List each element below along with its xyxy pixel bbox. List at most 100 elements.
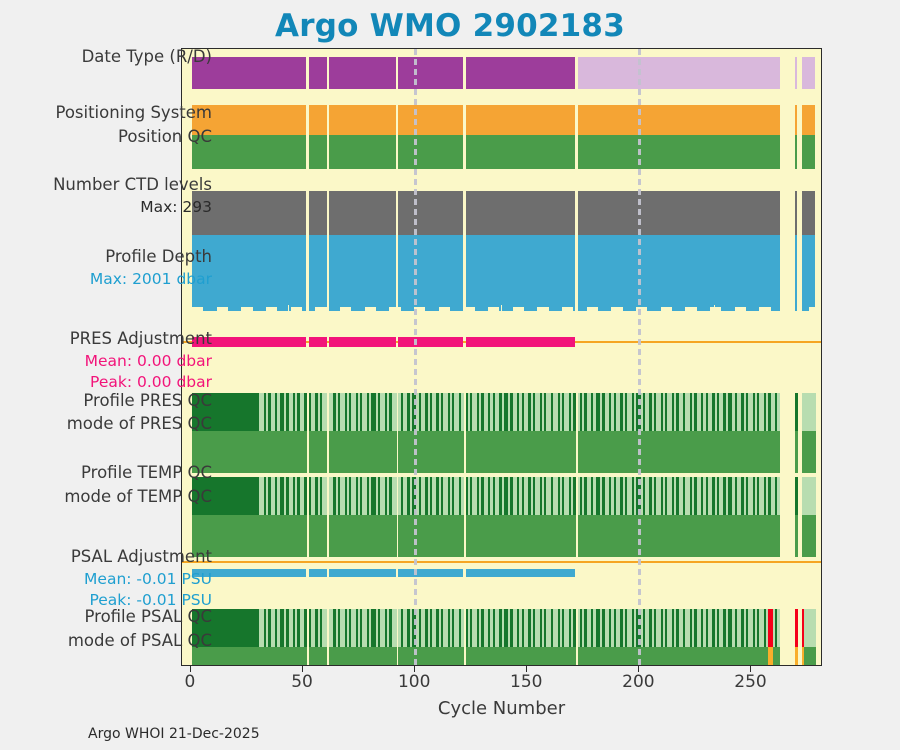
mode-of-pres-qc-bar bbox=[647, 431, 650, 473]
profile-psal-qc-bar bbox=[212, 609, 215, 647]
profile-depth-bar-tip bbox=[757, 305, 760, 311]
profile-depth-bar-tip bbox=[770, 305, 773, 311]
profile-pres-qc-bar bbox=[194, 393, 197, 431]
profile-temp-qc-bar bbox=[712, 477, 715, 515]
profile-psal-qc-bar bbox=[221, 609, 224, 647]
mode-of-temp-qc-bar bbox=[712, 515, 715, 557]
mode-of-temp-qc-bar bbox=[497, 515, 500, 557]
mode-of-temp-qc-bar bbox=[591, 515, 594, 557]
mode-of-psal-qc-bar bbox=[261, 647, 265, 665]
profile-temp-qc-bar bbox=[205, 477, 209, 515]
profile-pres-qc-bar bbox=[568, 393, 572, 431]
mode-of-psal-qc-bar bbox=[548, 647, 552, 665]
profile-depth-bar-tip bbox=[261, 305, 264, 311]
profile-pres-qc-bar bbox=[651, 393, 655, 431]
profile-depth-bar-tip bbox=[734, 305, 737, 307]
x-tick-200 bbox=[638, 666, 640, 672]
mode-of-temp-qc-bar bbox=[519, 515, 523, 557]
ctd-levels-bar bbox=[577, 191, 780, 243]
profile-depth-bar-tip bbox=[579, 305, 583, 311]
mode-of-psal-qc-bar bbox=[508, 647, 511, 665]
profile-temp-qc-bar bbox=[772, 477, 776, 515]
row-sublabel-psal_adj-1: Peak: -0.01 PSU bbox=[89, 591, 212, 609]
mode-of-pres-qc-bar bbox=[505, 431, 509, 473]
position-qc-bar bbox=[192, 135, 307, 169]
profile-psal-qc-bar bbox=[355, 609, 359, 647]
mode-of-temp-qc-bar bbox=[716, 515, 720, 557]
profile-temp-qc-bar bbox=[286, 477, 289, 515]
profile-depth-bar-tip bbox=[349, 305, 352, 307]
profile-psal-qc-bar bbox=[210, 609, 213, 647]
mode-of-temp-qc-bar bbox=[721, 515, 724, 557]
profile-depth-bar-tip bbox=[586, 305, 589, 307]
profile-depth-bar-tip bbox=[252, 305, 255, 311]
profile-depth-bar-tip bbox=[207, 305, 211, 311]
profile-depth-bar-tip bbox=[739, 305, 742, 307]
profile-psal-qc-bar bbox=[757, 609, 760, 647]
mode-of-pres-qc-bar bbox=[443, 431, 446, 473]
mode-of-temp-qc-bar bbox=[739, 515, 742, 557]
profile-temp-qc-bar bbox=[223, 477, 227, 515]
mode-of-temp-qc-bar bbox=[248, 515, 251, 557]
mode-of-pres-qc-bar bbox=[532, 431, 536, 473]
profile-depth-bar bbox=[577, 235, 780, 305]
profile-depth-bar-tip bbox=[768, 305, 771, 307]
profile-psal-qc-bar bbox=[754, 609, 758, 647]
mode-of-psal-qc-bar bbox=[696, 647, 700, 665]
profile-psal-qc-bar bbox=[658, 609, 662, 647]
profile-depth-bar-tip bbox=[656, 305, 659, 311]
profile-depth-bar-tip bbox=[763, 305, 767, 307]
mode-of-psal-qc-bar bbox=[631, 647, 635, 665]
profile-psal-qc-bar bbox=[317, 609, 321, 647]
mode-of-temp-qc-bar bbox=[537, 515, 540, 557]
mode-of-temp-qc-bar bbox=[340, 515, 343, 557]
profile-pres-qc-bar bbox=[364, 393, 368, 431]
mode-of-psal-qc-bar bbox=[270, 647, 274, 665]
mode-of-psal-qc-bar bbox=[750, 647, 753, 665]
mode-of-pres-qc-bar bbox=[405, 431, 408, 473]
profile-psal-qc-bar bbox=[743, 609, 747, 647]
profile-depth-bar-tip bbox=[555, 305, 558, 311]
ctd-levels-bar bbox=[398, 191, 464, 243]
profile-pres-qc-bar bbox=[472, 393, 475, 431]
mode-of-pres-qc-bar bbox=[689, 431, 693, 473]
profile-psal-qc-bar bbox=[541, 609, 545, 647]
mode-of-psal-qc-bar bbox=[301, 647, 305, 665]
profile-pres-qc-bar bbox=[481, 393, 484, 431]
profile-temp-qc-bar bbox=[483, 477, 487, 515]
mode-of-pres-qc-bar bbox=[288, 431, 292, 473]
profile-psal-qc-bar bbox=[454, 609, 458, 647]
profile-temp-qc-bar bbox=[225, 477, 229, 515]
profile-depth-bar-tip bbox=[364, 305, 367, 307]
profile-psal-qc-bar bbox=[546, 609, 549, 647]
mode-of-pres-qc-bar bbox=[775, 431, 778, 473]
profile-pres-qc-bar bbox=[398, 393, 401, 431]
profile-psal-qc-bar bbox=[243, 609, 247, 647]
profile-depth-bar-tip bbox=[248, 305, 251, 307]
profile-depth-bar-tip bbox=[671, 305, 675, 311]
profile-pres-qc-bar bbox=[308, 393, 312, 431]
profile-pres-qc-bar bbox=[732, 393, 736, 431]
mode-of-pres-qc-bar bbox=[528, 431, 532, 473]
profile-depth-bar-tip bbox=[651, 305, 654, 311]
profile-pres-qc-bar bbox=[521, 393, 525, 431]
profile-pres-qc-bar bbox=[602, 393, 606, 431]
mode-of-psal-qc-bar bbox=[658, 647, 662, 665]
profile-temp-qc-bar bbox=[308, 477, 312, 515]
mode-of-temp-qc-bar bbox=[710, 515, 713, 557]
mode-of-temp-qc-bar bbox=[322, 515, 325, 557]
profile-temp-qc-bar bbox=[292, 477, 296, 515]
mode-of-temp-qc-bar bbox=[333, 515, 336, 557]
profile-pres-qc-bar bbox=[689, 393, 693, 431]
profile-depth-bar-tip bbox=[232, 305, 235, 311]
mode-of-temp-qc-bar bbox=[335, 515, 339, 557]
profile-temp-qc-bar bbox=[730, 477, 733, 515]
profile-pres-qc-bar bbox=[548, 393, 552, 431]
profile-pres-qc-bar bbox=[725, 393, 729, 431]
mode-of-temp-qc-bar bbox=[358, 515, 361, 557]
mode-of-psal-qc-bar bbox=[458, 647, 462, 665]
profile-depth-bar-tip bbox=[736, 305, 740, 307]
profile-temp-qc-bar bbox=[252, 477, 256, 515]
mode-of-pres-qc-bar bbox=[606, 431, 610, 473]
mode-of-pres-qc-bar bbox=[214, 431, 218, 473]
